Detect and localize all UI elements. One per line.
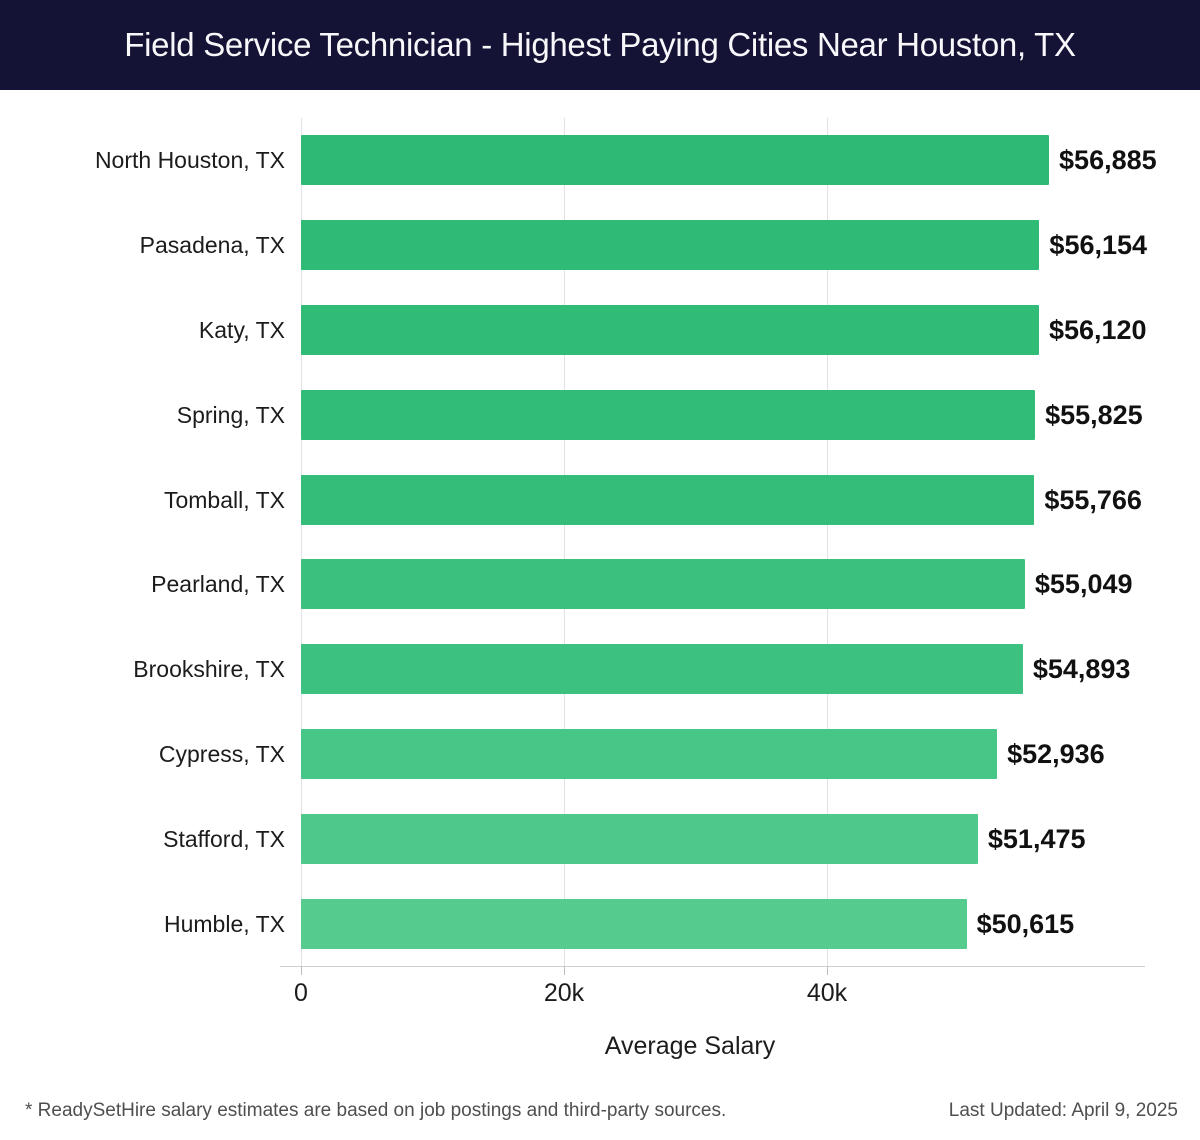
bar <box>301 389 1036 440</box>
bar <box>301 898 967 949</box>
value-label: $54,893 <box>1032 654 1131 685</box>
title-bar: Field Service Technician - Highest Payin… <box>0 0 1200 90</box>
category-label: Stafford, TX <box>163 825 285 852</box>
category-label: North Houston, TX <box>94 147 285 174</box>
category-label: Tomball, TX <box>163 486 285 513</box>
bar <box>301 220 1040 271</box>
last-updated: Last Updated: April 9, 2025 <box>948 1100 1178 1121</box>
value-label: $52,936 <box>1007 739 1105 769</box>
category-label: Cypress, TX <box>158 741 285 767</box>
x-axis-tick-label: 40k <box>806 979 848 1007</box>
category-label: Katy, TX <box>198 317 285 343</box>
disclaimer-text: * ReadySetHire salary estimates are base… <box>25 1100 727 1121</box>
bar <box>301 644 1023 695</box>
x-axis-tick <box>827 966 828 975</box>
category-label: Humble, TX <box>163 910 285 937</box>
x-axis-line <box>280 966 1145 967</box>
x-axis-tick-label: 20k <box>543 979 585 1007</box>
gridline <box>827 118 828 966</box>
value-label: $55,049 <box>1034 569 1133 600</box>
x-axis-title: Average Salary <box>604 1032 776 1060</box>
bar-chart: Average Salary North Houston, TX $56,885 P… <box>0 90 1200 1090</box>
footer: * ReadySetHire salary estimates are base… <box>0 1096 1200 1126</box>
value-label: $55,766 <box>1044 484 1142 515</box>
value-label: $55,825 <box>1045 399 1143 430</box>
value-label: $56,154 <box>1049 230 1148 261</box>
bar <box>301 729 998 779</box>
value-label: $50,615 <box>976 908 1075 939</box>
bar <box>301 305 1039 355</box>
value-label: $56,885 <box>1059 145 1157 176</box>
category-label: Brookshire, TX <box>133 656 285 683</box>
page-title: Field Service Technician - Highest Payin… <box>124 26 1076 63</box>
gridline <box>564 118 565 966</box>
bar <box>301 559 1025 610</box>
gridline <box>301 118 302 966</box>
x-axis-tick-label: 0 <box>294 979 308 1007</box>
value-label: $56,120 <box>1048 315 1147 345</box>
x-axis-tick <box>301 966 302 975</box>
value-label: $51,475 <box>987 823 1086 854</box>
category-label: Pearland, TX <box>151 571 285 598</box>
category-label: Spring, TX <box>176 401 285 428</box>
category-label: Pasadena, TX <box>139 232 285 259</box>
bar <box>301 813 978 864</box>
bar <box>301 474 1035 525</box>
x-axis-tick <box>564 966 565 975</box>
bar <box>301 135 1050 186</box>
